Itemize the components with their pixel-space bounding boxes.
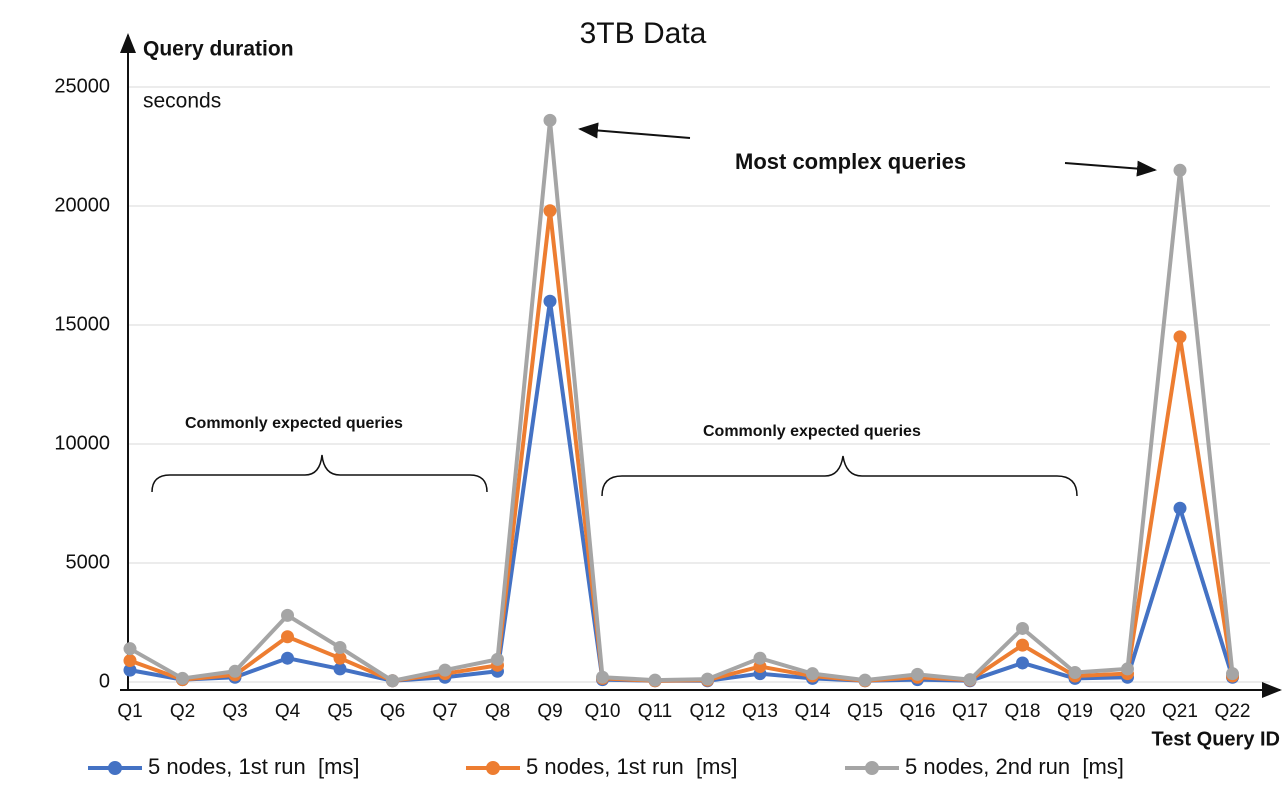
chart-title: 3TB Data — [580, 17, 707, 50]
data-point — [701, 672, 714, 686]
data-point — [1016, 638, 1029, 652]
y-tick-label: 5000 — [66, 551, 111, 573]
y-tick-label: 25000 — [54, 75, 110, 97]
data-point — [963, 673, 977, 687]
y-tick-label: 20000 — [54, 194, 110, 216]
data-point — [858, 673, 872, 687]
data-point — [1016, 656, 1029, 670]
bracket — [601, 455, 1078, 497]
data-point — [281, 651, 294, 665]
data-point — [1173, 501, 1187, 515]
data-point — [228, 664, 242, 678]
data-point — [333, 662, 347, 676]
data-point — [543, 204, 557, 218]
series-line — [129, 118, 1235, 683]
x-tick-label: Q19 — [1057, 701, 1093, 722]
x-tick-label: Q7 — [432, 701, 457, 722]
x-tick-label: Q20 — [1110, 701, 1146, 722]
data-point — [281, 630, 294, 644]
x-tick-label: Q9 — [537, 701, 562, 722]
data-point — [1121, 662, 1134, 676]
legend-marker — [486, 761, 500, 775]
x-tick-label: Q3 — [222, 701, 247, 722]
x-tick-label: Q14 — [795, 701, 831, 722]
data-point — [648, 673, 662, 687]
y-tick-label: 15000 — [54, 313, 110, 335]
legend-marker — [108, 761, 122, 775]
y-tick-label: 10000 — [54, 432, 110, 454]
annotation: Commonly expected queries — [185, 415, 403, 432]
data-point — [1173, 163, 1187, 177]
data-point — [123, 663, 137, 677]
data-point — [438, 663, 452, 677]
data-point — [386, 674, 399, 688]
x-tick-label: Q17 — [952, 701, 988, 722]
bracket — [151, 454, 488, 493]
arrow — [578, 122, 691, 139]
x-axis-label: Test Query ID — [1151, 728, 1280, 750]
legend-label: 5 nodes, 1st run [ms] — [526, 754, 738, 779]
data-point — [543, 113, 557, 127]
x-tick-label: Q2 — [170, 701, 195, 722]
data-point — [806, 667, 819, 681]
data-point — [1226, 667, 1239, 681]
arrow — [1064, 160, 1157, 177]
data-point — [1173, 330, 1187, 344]
data-point — [491, 652, 504, 666]
data-point — [1016, 621, 1029, 635]
x-tick-label: Q6 — [380, 701, 405, 722]
data-point — [333, 651, 347, 665]
legend-label: 5 nodes, 2nd run [ms] — [905, 754, 1124, 779]
y-unit-label: seconds — [143, 90, 221, 113]
data-point — [176, 671, 189, 685]
data-point — [596, 670, 609, 684]
data-point — [1068, 665, 1082, 679]
data-point — [281, 608, 294, 622]
data-point — [333, 640, 347, 654]
y-axis-label: Query duration — [143, 38, 294, 61]
annotation: Most complex queries — [735, 149, 966, 174]
data-point — [753, 651, 767, 665]
x-tick-label: Q1 — [117, 701, 142, 722]
x-tick-label: Q5 — [327, 701, 352, 722]
data-point — [123, 642, 137, 656]
series-line — [129, 299, 1235, 683]
x-tick-label: Q11 — [638, 701, 673, 722]
x-tick-label: Q16 — [900, 701, 936, 722]
series-line — [129, 208, 1235, 683]
x-tick-label: Q12 — [690, 701, 726, 722]
data-point — [911, 667, 924, 681]
x-tick-label: Q4 — [275, 701, 301, 722]
legend-marker — [865, 761, 879, 775]
x-tick-label: Q18 — [1005, 701, 1041, 722]
data-point — [123, 654, 137, 668]
x-tick-label: Q13 — [742, 701, 778, 722]
x-tick-label: Q15 — [847, 701, 883, 722]
data-point — [543, 294, 557, 308]
legend-label: 5 nodes, 1st run [ms] — [148, 754, 360, 779]
x-tick-label: Q10 — [585, 701, 621, 722]
annotation: Commonly expected queries — [703, 423, 921, 440]
x-tick-label: Q8 — [485, 701, 510, 722]
y-tick-label: 0 — [99, 670, 110, 692]
x-tick-label: Q21 — [1162, 701, 1198, 722]
x-tick-label: Q22 — [1215, 701, 1251, 722]
